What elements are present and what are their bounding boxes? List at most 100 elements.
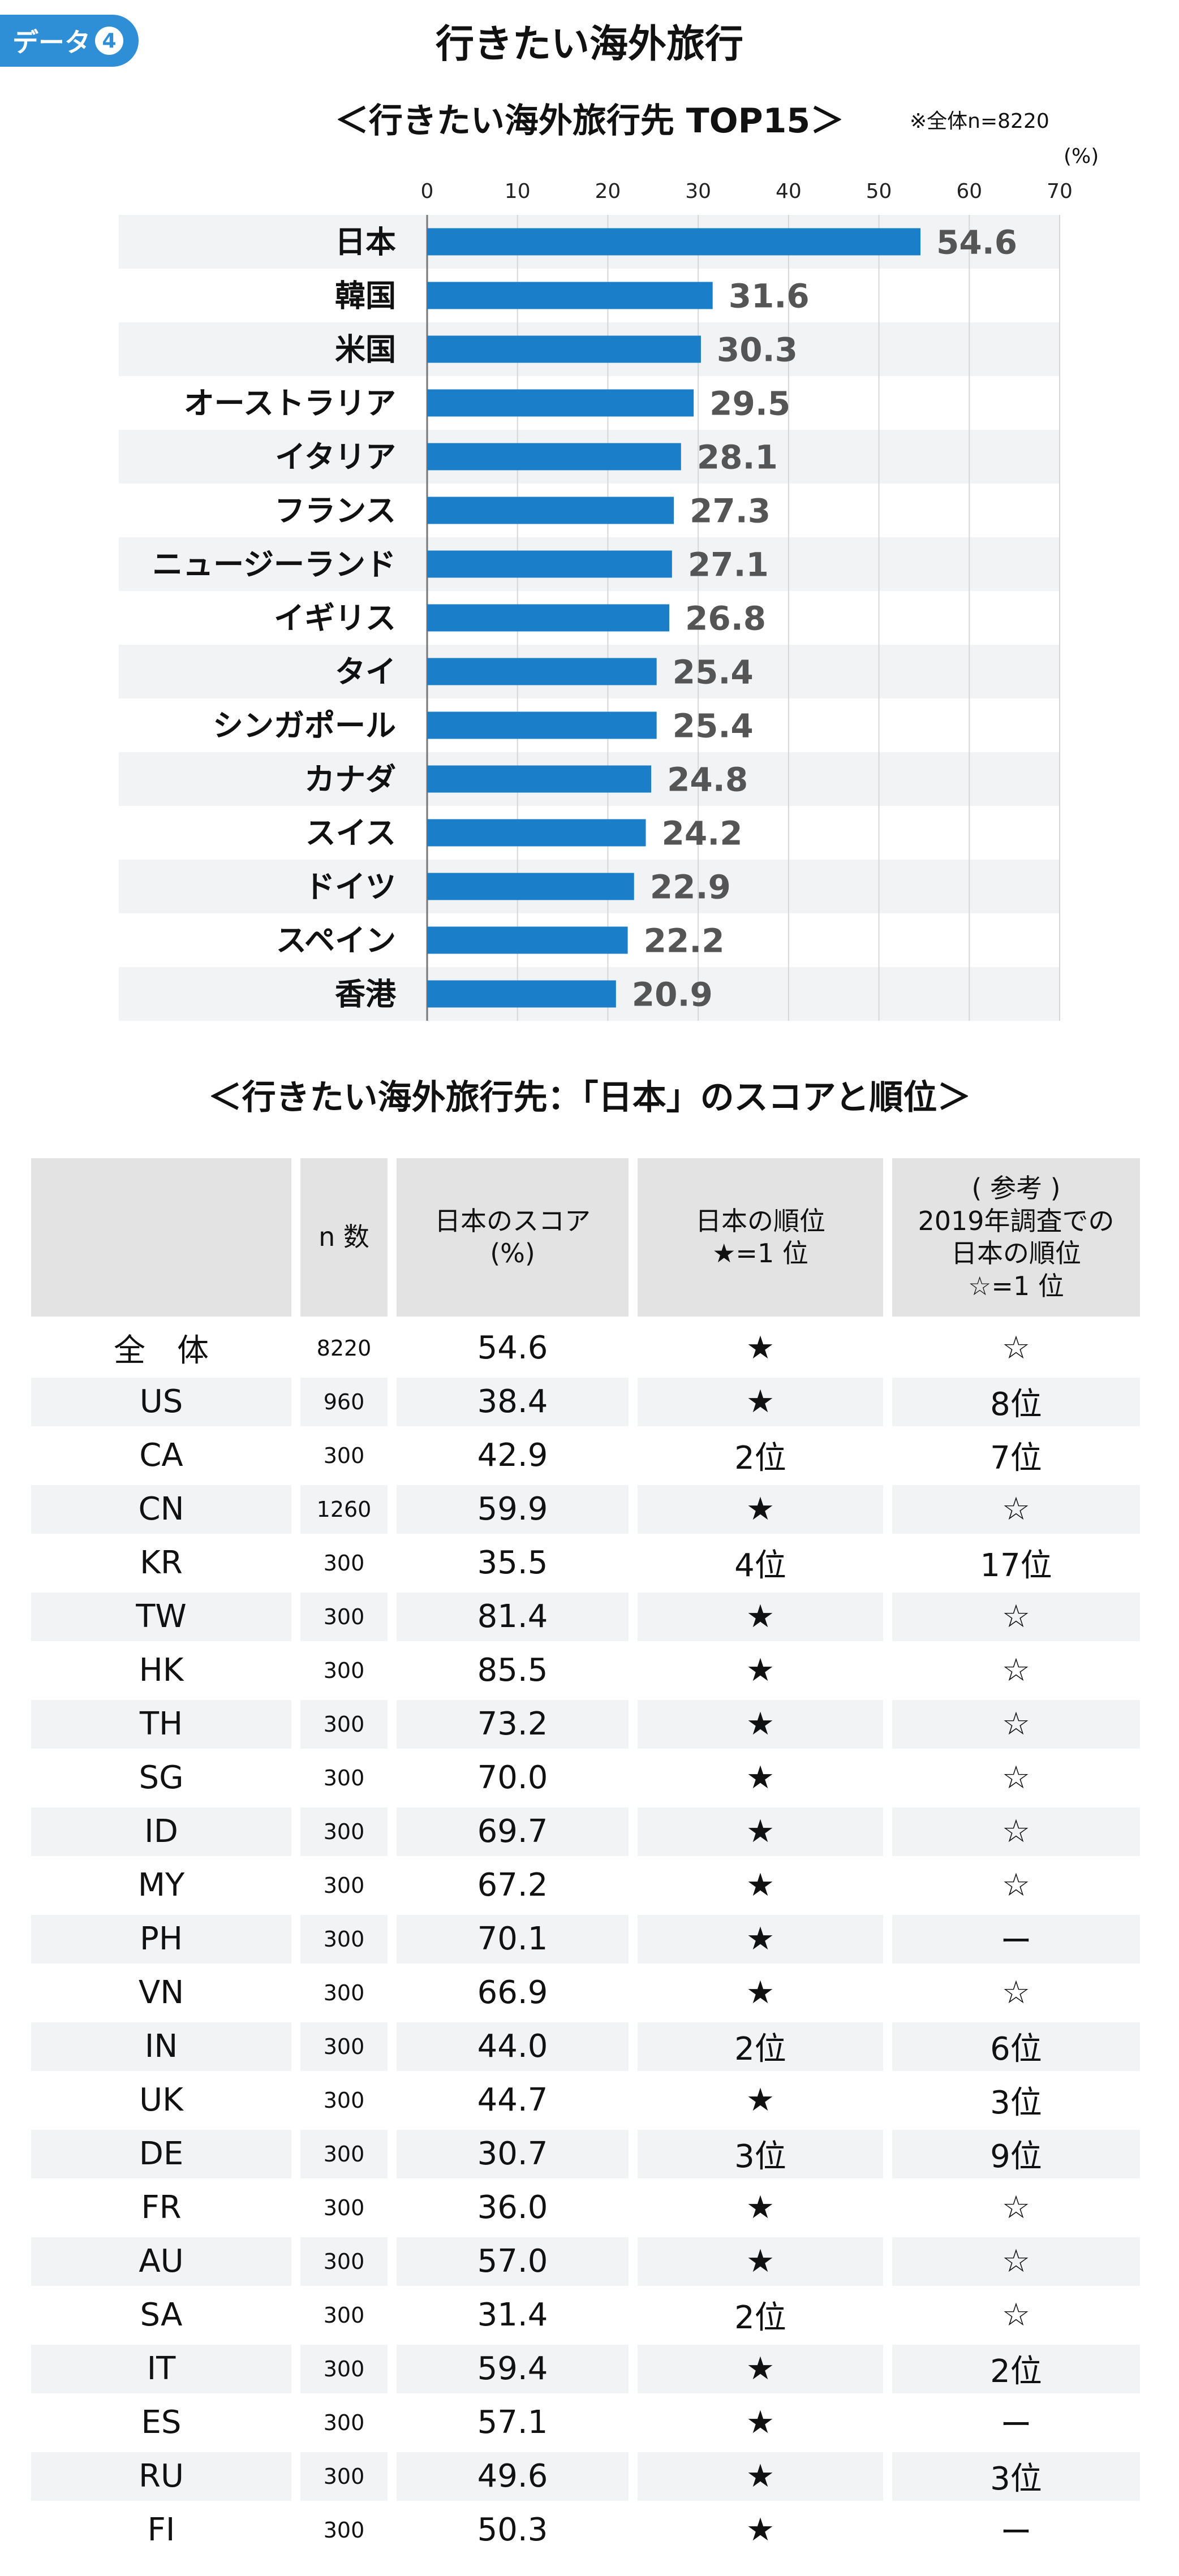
table-row: TH 300 73.2 ★ ☆	[31, 1697, 1140, 1751]
table-row: DE 300 30.7 3位 9位	[31, 2127, 1140, 2181]
data-label: 29.5	[709, 385, 790, 423]
cell-country: HK	[139, 1652, 184, 1689]
bar	[427, 550, 672, 578]
table-row: VN 300 66.9 ★ ☆	[31, 1966, 1140, 2020]
x-tick-label: 30	[685, 180, 711, 203]
table-row: ID 300 69.7 ★ ☆	[31, 1805, 1140, 1858]
cell-rank-2019: ☆	[892, 1485, 1140, 1534]
table-header: n 数 日本のスコア (%) 日本の順位 ★=1 位 ( 参考 ) 2019年調査での…	[31, 1158, 1140, 1317]
cell-country: CA	[139, 1437, 183, 1474]
cell-n: 300	[300, 2237, 388, 2286]
cell-rank: ★	[638, 1592, 883, 1641]
x-tick-label: 0	[421, 180, 434, 203]
data-label: 24.8	[667, 761, 748, 799]
cell-rank: 2位	[734, 1440, 786, 1477]
cell-score: 54.6	[477, 1330, 548, 1366]
cell-rank-2019: 9位	[892, 2129, 1140, 2178]
bar	[427, 604, 670, 632]
cell-rank: ★	[638, 1699, 883, 1749]
header-score-line: 日本のスコア	[434, 1205, 591, 1236]
data-label: 20.9	[632, 976, 713, 1014]
table-row: KR 300 35.5 4位 17位	[31, 1536, 1140, 1590]
chart-note: ※全体n=8220	[910, 110, 1049, 133]
cell-country: DE	[31, 2129, 291, 2178]
cell-rank-2019: ☆	[1001, 2189, 1031, 2226]
cell-rank: ★	[746, 1330, 775, 1366]
cell-n: 300	[323, 1658, 365, 1683]
table-row: CN 1260 59.9 ★ ☆	[31, 1482, 1140, 1536]
table-row: FR 300 36.0 ★ ☆	[31, 2181, 1140, 2234]
bar	[427, 335, 701, 363]
cell-rank: ★	[638, 2452, 883, 2501]
table-row: IT 300 59.4 ★ 2位	[31, 2342, 1140, 2396]
cell-country: SA	[140, 2297, 183, 2333]
cell-n: 300	[323, 2087, 365, 2113]
cell-country: CN	[31, 1485, 291, 1534]
badge-label: データ	[12, 27, 91, 58]
cell-rank: 2位	[734, 2299, 786, 2336]
cell-n: 300	[323, 2410, 365, 2435]
cell-rank-2019: ☆	[1001, 1330, 1031, 1366]
cell-rank: ★	[638, 1377, 883, 1426]
cell-country: ID	[31, 1807, 291, 1856]
header-rank-line: ★=1 位	[712, 1238, 808, 1268]
table-row: UK 300 44.7 ★ 3位	[31, 2073, 1140, 2127]
data-label: 25.4	[673, 707, 754, 745]
category-label: 日本	[335, 225, 396, 260]
cell-n: 300	[300, 2022, 388, 2071]
cell-rank-2019: ー	[1000, 2514, 1032, 2551]
bar-chart: 0 10 20 30 40 50 60 70 日本 54.6 韓国 31.6 米国 30.3 オーストラリア…	[119, 180, 1073, 1021]
header-country	[31, 1158, 291, 1317]
table-row: PH 300 70.1 ★ ー	[31, 1912, 1140, 1966]
cell-rank: ★	[638, 1485, 883, 1534]
cell-rank-2019: 3位	[990, 2085, 1042, 2121]
cell-n: 300	[323, 2517, 365, 2543]
cell-n: 300	[323, 2302, 365, 2328]
category-label: フランス	[274, 493, 396, 529]
cell-rank-2019: ☆	[892, 1807, 1140, 1856]
cell-rank: ★	[746, 1974, 775, 2011]
table-title: ＜行きたい海外旅行先：「日本」のスコアと順位＞	[208, 1078, 971, 1117]
cell-n: 300	[300, 1914, 388, 1964]
cell-country: SG	[139, 1759, 184, 1796]
cell-score: 31.4	[477, 2297, 548, 2333]
bar	[427, 497, 674, 524]
bar	[427, 443, 681, 471]
data-label: 25.4	[673, 653, 754, 692]
cell-rank: ★	[746, 1759, 775, 1796]
category-label: ニュージーランド	[152, 547, 396, 582]
header-rank-2019-line: 日本の順位	[951, 1238, 1081, 1268]
category-label: カナダ	[304, 762, 396, 797]
bar	[427, 711, 657, 739]
category-label: ドイツ	[304, 869, 396, 905]
badge-number: 4	[95, 27, 123, 55]
table-row: SG 300 70.0 ★ ☆	[31, 1751, 1140, 1805]
cell-n: 300	[300, 2344, 388, 2393]
category-label: 米国	[335, 332, 396, 368]
data-label: 31.6	[729, 277, 810, 316]
cell-country: TH	[31, 1699, 291, 1749]
category-label: スペイン	[276, 923, 396, 959]
cell-score: 50.3	[477, 2512, 548, 2548]
cell-country: VN	[138, 1974, 184, 2011]
table-row: MY 300 67.2 ★ ☆	[31, 1858, 1140, 1912]
cell-rank-2019: ー	[1000, 2407, 1032, 2444]
cell-score: 85.5	[477, 1652, 548, 1689]
cell-rank-2019: 7位	[990, 1440, 1042, 1477]
table-row: SA 300 31.4 2位 ☆	[31, 2288, 1140, 2342]
cell-country: MY	[137, 1867, 185, 1904]
cell-rank-2019: 3位	[892, 2452, 1140, 2501]
cell-rank: ★	[746, 2404, 775, 2441]
cell-score: 66.9	[477, 1974, 548, 2011]
page-title: 行きたい海外旅行	[435, 22, 743, 67]
cell-rank: 3位	[638, 2129, 883, 2178]
bar	[427, 389, 694, 417]
header-rank: 日本の順位 ★=1 位	[638, 1158, 883, 1317]
header-n: n 数	[300, 1158, 388, 1317]
cell-rank-2019: 6位	[892, 2022, 1140, 2071]
x-tick-label: 60	[956, 180, 982, 203]
cell-score: 57.0	[397, 2237, 629, 2286]
cell-country: TW	[31, 1592, 291, 1641]
table-row: FI 300 50.3 ★ ー	[31, 2503, 1140, 2557]
data-label: 27.3	[690, 492, 771, 530]
